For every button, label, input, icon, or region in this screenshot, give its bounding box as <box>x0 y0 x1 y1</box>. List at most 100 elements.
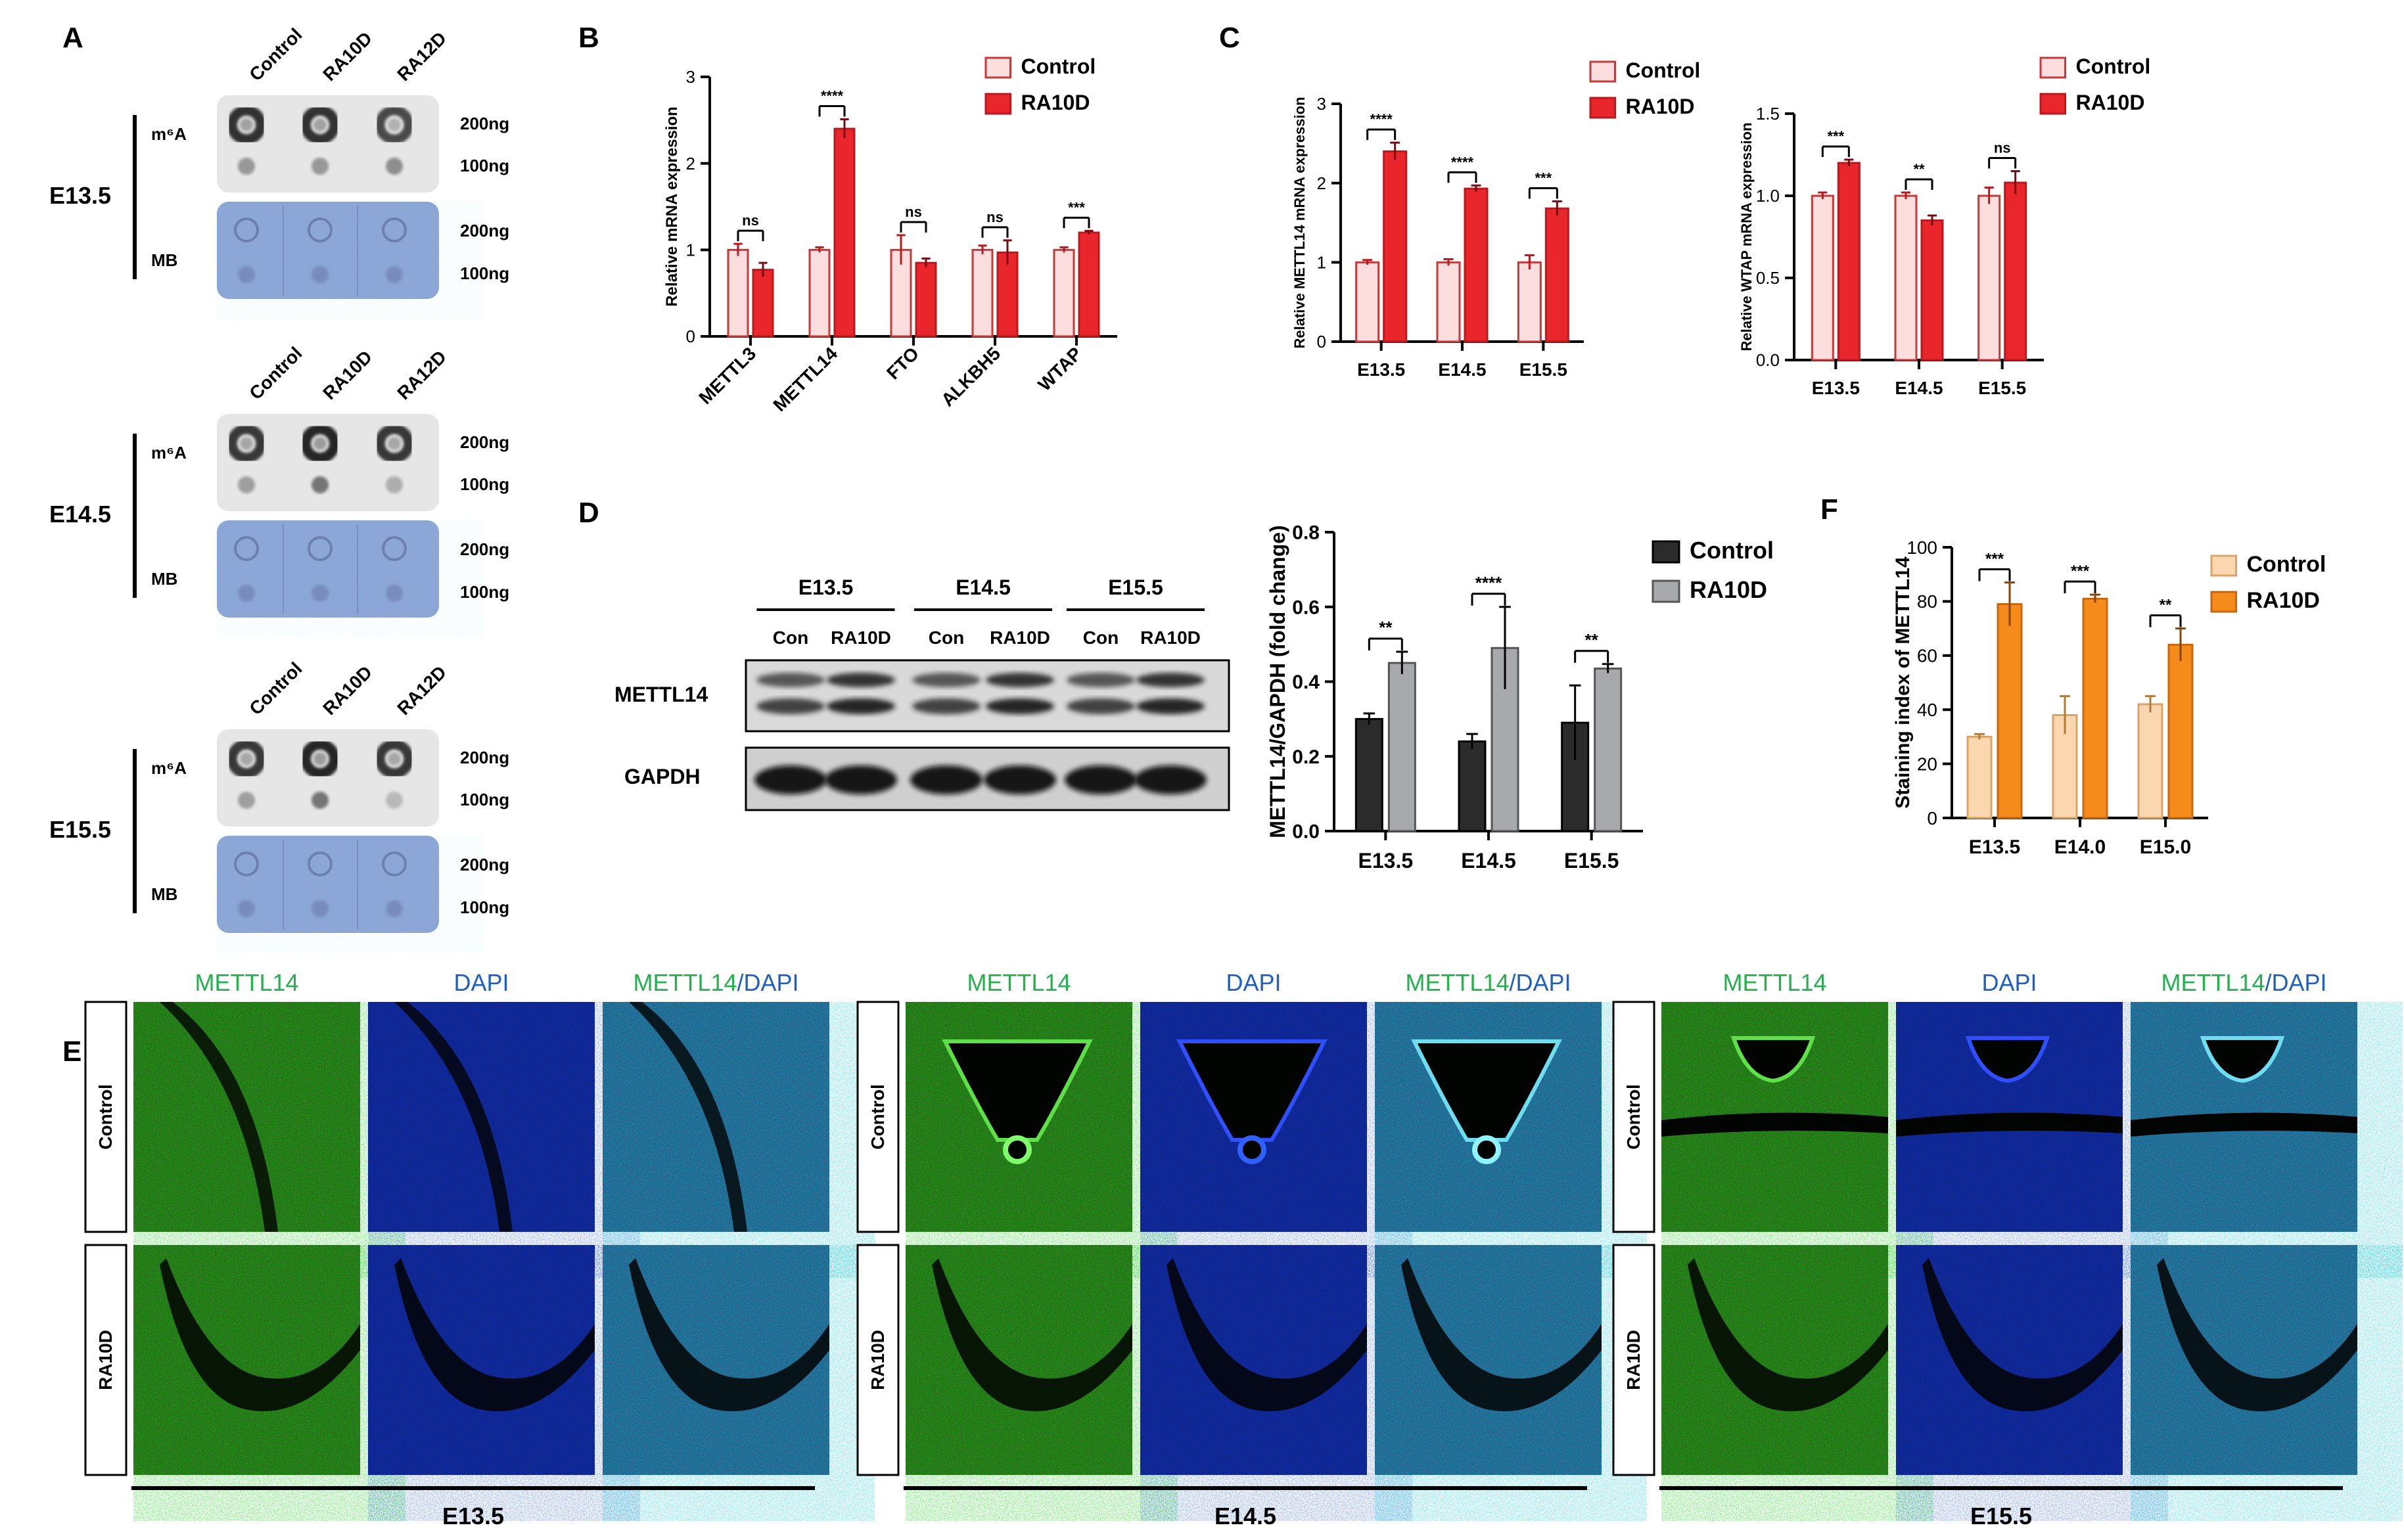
amount-label: 100ng <box>460 263 509 283</box>
duct <box>1003 1135 1032 1164</box>
legend-label: RA10D <box>1626 95 1695 118</box>
band-upper <box>756 673 825 687</box>
bar <box>996 251 1019 338</box>
cleft <box>1167 1258 1367 1412</box>
lane-label: Con <box>929 627 964 648</box>
significance-label: ns <box>986 209 1004 225</box>
mb-dot-100ng <box>312 266 329 283</box>
column-header: RA10D <box>319 28 376 85</box>
stage-label: E14.5 <box>1214 1503 1276 1529</box>
band-gapdh <box>984 765 1056 794</box>
amount-label: 100ng <box>460 790 509 809</box>
amount-label: 200ng <box>460 539 509 559</box>
y-tick-label: 0.4 <box>1292 671 1320 693</box>
mb-dot-200ng <box>308 217 333 242</box>
y-tick-label: 0.0 <box>1292 821 1320 843</box>
amount-label: 200ng <box>460 748 509 767</box>
significance-label: *** <box>1985 551 2004 568</box>
legend-label: Control <box>1021 55 1096 78</box>
channel-header-merge: METTL14/DAPI <box>1405 969 1571 996</box>
dot-200ng <box>375 105 414 145</box>
row-label: RA10D <box>95 1330 116 1390</box>
stage-header: E15.5 <box>1108 576 1163 599</box>
bar <box>2137 703 2163 819</box>
dot-100ng <box>238 792 255 809</box>
bar <box>971 248 994 338</box>
bar <box>1383 150 1408 343</box>
mb-dot-100ng <box>386 900 403 917</box>
dot-200ng-core <box>313 118 327 131</box>
stage-label: E15.5 <box>1970 1503 2032 1529</box>
band-upper <box>1067 673 1135 687</box>
merge-sep: / <box>2265 969 2272 996</box>
x-tick-label: E14.5 <box>1461 849 1516 872</box>
band-lower <box>986 698 1054 714</box>
dot-200ng-core <box>240 437 253 450</box>
y-tick-label: 1 <box>1317 252 1326 272</box>
lane-label: RA10D <box>831 627 891 648</box>
dot-200ng <box>227 739 266 779</box>
bar <box>1464 187 1489 343</box>
mb-dot-100ng <box>386 585 403 602</box>
lane-label: RA10D <box>990 627 1050 648</box>
y-tick-label: 0.6 <box>1292 597 1320 618</box>
x-tick-label: E13.5 <box>1969 836 2020 858</box>
mb-label: MB <box>151 884 177 904</box>
mb-dot-200ng <box>234 851 259 876</box>
bar <box>2004 181 2027 361</box>
mb-dot-200ng <box>308 536 333 561</box>
legend-swatch <box>984 93 1011 115</box>
amount-label: 100ng <box>460 474 509 494</box>
channel-header-mettl14: METTL14 <box>1722 969 1826 996</box>
dot-200ng-core <box>388 752 401 765</box>
significance-label: **** <box>1370 111 1393 127</box>
significance-label: ** <box>1913 161 1925 177</box>
blot-mettl14 <box>745 659 1230 733</box>
channel-header-mettl14: METTL14 <box>967 969 1071 996</box>
legend-swatch <box>1589 60 1616 83</box>
m6a-label: m⁶A <box>151 443 187 463</box>
legend-swatch <box>984 57 1011 79</box>
band-upper <box>1136 673 1205 687</box>
y-tick-label: 20 <box>1917 754 1937 774</box>
column-header: RA12D <box>393 28 450 85</box>
y-tick-label: 1.0 <box>1756 186 1780 206</box>
channel-header-dapi: DAPI <box>1226 969 1281 996</box>
x-tick-label: METTL3 <box>695 343 760 408</box>
m6a-label: m⁶A <box>151 758 187 778</box>
band-upper <box>827 673 895 687</box>
column-header: RA12D <box>393 662 450 719</box>
row-label-box <box>1612 1001 1655 1233</box>
dot-200ng-core <box>313 437 327 450</box>
bar <box>1966 735 1993 819</box>
y-tick-label: 80 <box>1917 591 1937 612</box>
x-tick-label: E14.0 <box>2054 836 2106 858</box>
cleft <box>394 1002 513 1232</box>
row-label-box <box>856 1001 900 1233</box>
mb-dot-100ng <box>312 585 329 602</box>
row-label-box <box>1612 1244 1655 1476</box>
legend-swatch <box>2039 93 2066 115</box>
cleft <box>1896 1112 2123 1137</box>
band-gapdh <box>1134 765 1207 794</box>
row-label: GAPDH <box>624 765 701 788</box>
bar <box>1837 162 1861 361</box>
merge-dapi: DAPI <box>2272 969 2327 996</box>
cavity <box>1730 1036 1816 1083</box>
bar <box>915 261 937 338</box>
row-label-box <box>84 1001 127 1233</box>
cleft <box>629 1258 829 1412</box>
significance-label: ns <box>1994 140 2011 156</box>
mb-dot-200ng <box>382 217 407 242</box>
dot-200ng <box>375 424 414 463</box>
cavity <box>942 1039 1093 1142</box>
cavity <box>1176 1039 1328 1142</box>
mb-blot-texture <box>217 202 439 299</box>
mb-dot-100ng <box>238 266 255 283</box>
cleft <box>1922 1258 2123 1412</box>
merge-mettl14: METTL14 <box>633 969 737 996</box>
cleft <box>1661 1112 1888 1137</box>
